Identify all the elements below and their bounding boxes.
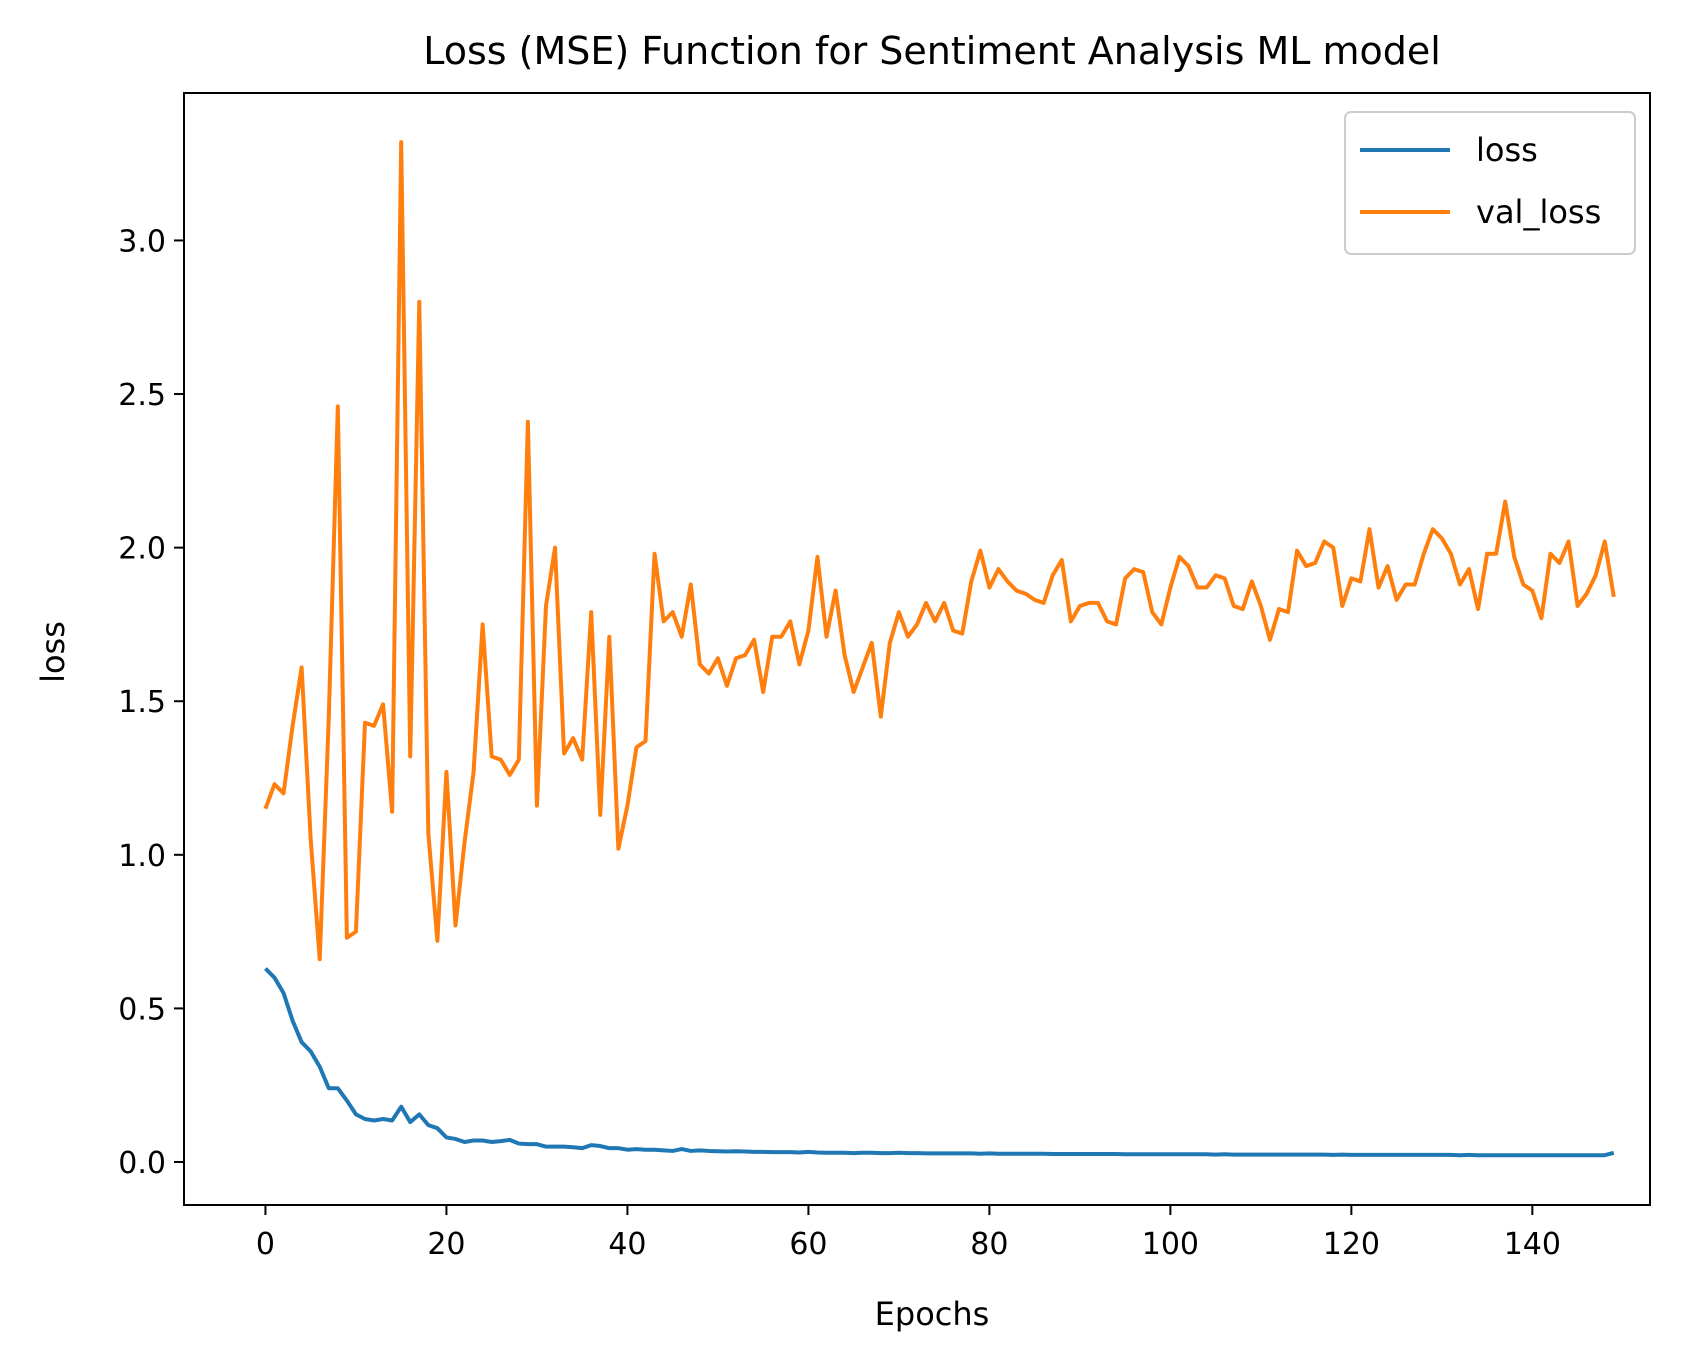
legend-box — [1344, 111, 1636, 255]
y-tick-label: 1.5 — [118, 685, 166, 720]
x-tick-label: 100 — [1142, 1227, 1199, 1262]
y-tick-label: 3.0 — [118, 224, 166, 259]
y-axis-ticks: 0.0 0.5 1.0 1.5 2.0 2.5 3.0 — [118, 224, 184, 1181]
chart-title: Loss (MSE) Function for Sentiment Analys… — [423, 29, 1441, 73]
y-tick-label: 0.0 — [118, 1146, 166, 1181]
x-tick-label: 0 — [256, 1227, 275, 1262]
y-axis-label: loss — [34, 621, 72, 683]
plot-frame — [183, 92, 1651, 1206]
legend-label-loss: loss — [1476, 131, 1538, 169]
x-tick-label: 20 — [427, 1227, 465, 1262]
series-line-loss — [264, 967, 1615, 1158]
x-tick-label: 140 — [1504, 1227, 1561, 1262]
series-line-val-loss — [263, 140, 1616, 962]
y-tick-label: 0.5 — [118, 992, 166, 1027]
x-axis-ticks: 0 20 40 60 80 100 120 140 — [256, 1205, 1561, 1262]
x-tick-label: 60 — [789, 1227, 827, 1262]
y-tick-label: 1.0 — [118, 839, 166, 874]
x-axis-label: Epochs — [875, 1295, 990, 1333]
y-tick-label: 2.5 — [118, 378, 166, 413]
x-tick-label: 120 — [1323, 1227, 1380, 1262]
plot-lines — [263, 140, 1616, 1158]
x-tick-label: 40 — [608, 1227, 646, 1262]
legend: loss val_loss — [1344, 111, 1636, 255]
legend-label-val-loss: val_loss — [1476, 193, 1601, 231]
x-tick-label: 80 — [970, 1227, 1008, 1262]
y-tick-label: 2.0 — [118, 532, 166, 567]
